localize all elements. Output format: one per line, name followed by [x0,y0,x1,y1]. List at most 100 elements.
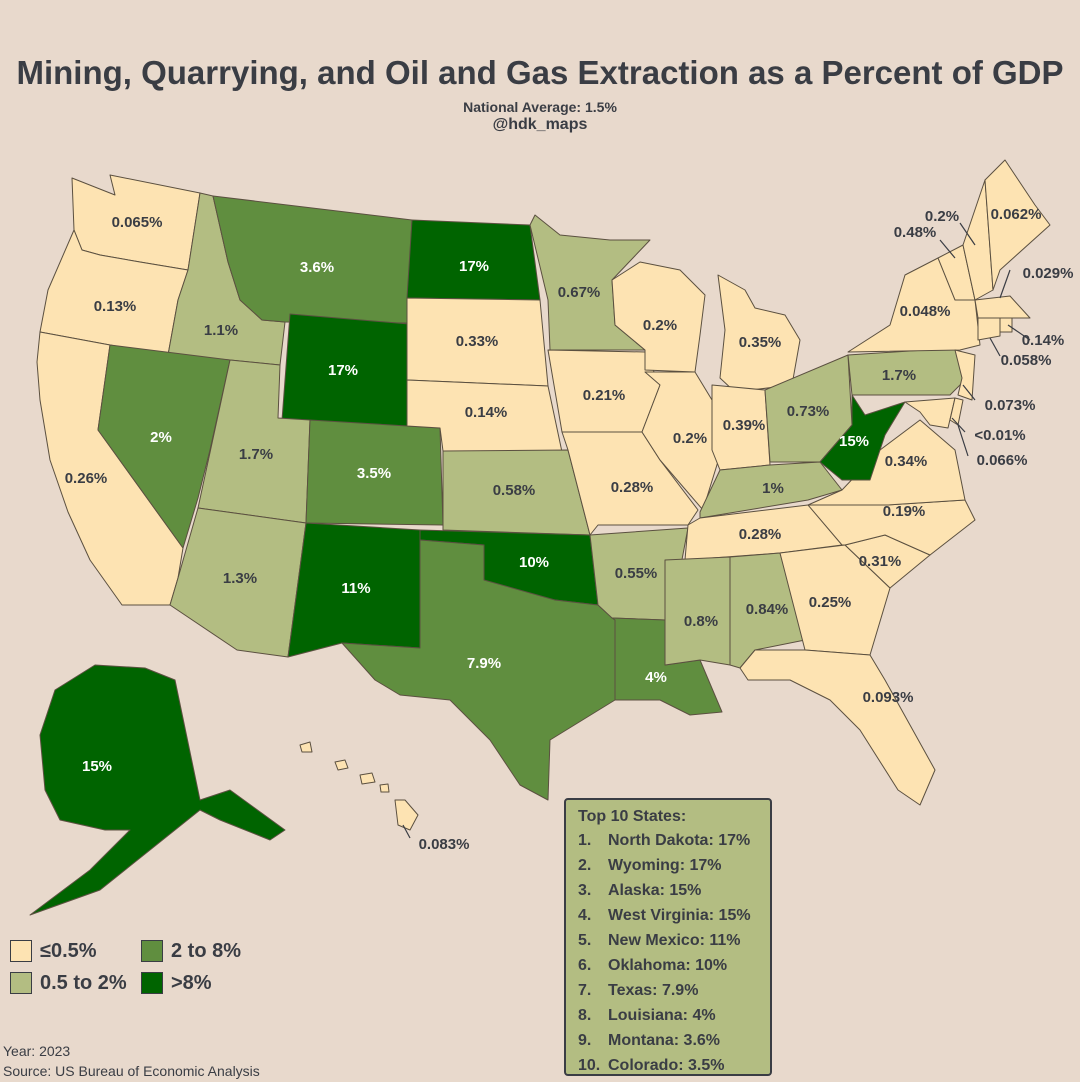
legend-swatch-mid-high [141,940,163,962]
footer-year: Year: 2023 [3,1043,71,1059]
top-10-rank: 5. [578,932,592,949]
state-label-vermont: 0.48% [894,224,937,241]
state-label-iowa: 0.21% [583,387,626,404]
top-10-rank: 6. [578,957,592,974]
hawaii-island [379,783,390,793]
top-10-item: 3. Alaska: 15% [578,882,751,907]
label-leader-line [402,824,411,839]
state-label-nevada: 2% [150,429,172,446]
state-label-colorado: 3.5% [357,465,391,482]
top-10-text: Wyoming: 17% [608,857,722,874]
state-label-north-dakota: 17% [459,258,489,275]
state-label-nebraska: 0.14% [465,404,508,421]
state-hawaii [394,799,419,831]
state-label-virginia: 0.34% [885,453,928,470]
top-10-text: Oklahoma: 10% [608,957,728,974]
hawaii-island [359,772,376,785]
state-label-new-york: 0.048% [900,303,951,320]
state-label-idaho: 1.1% [204,322,238,339]
label-leader-line [939,239,956,259]
state-label-montana: 3.6% [300,259,334,276]
label-leader-line [957,424,969,457]
state-label-south-carolina: 0.31% [859,553,902,570]
state-rhode-island [999,317,1013,333]
state-michigan [717,274,801,393]
top-10-panel: Top 10 States: 1. North Dakota: 17% 2. Wyo… [564,798,772,1076]
legend-swatch-high [141,972,163,994]
top-10-item: 4. West Virginia: 15% [578,907,751,932]
top-10-item: 6. Oklahoma: 10% [578,957,751,982]
state-wisconsin [611,261,706,373]
top-10-list: 1. North Dakota: 17% 2. Wyoming: 17% 3. Ala… [578,832,751,1082]
state-label-wisconsin: 0.2% [643,317,677,334]
top-10-rank: 2. [578,857,592,874]
top-10-rank: 4. [578,907,592,924]
state-label-north-carolina: 0.19% [883,503,926,520]
state-label-illinois: 0.2% [673,430,707,447]
state-label-west-virginia: 15% [839,433,869,450]
state-label-kentucky: 1% [762,480,784,497]
state-massachusetts [974,295,1031,319]
state-label-kansas: 0.58% [493,482,536,499]
top-10-rank: 10. [578,1057,601,1074]
state-label-wyoming: 17% [328,362,358,379]
state-label-new-jersey: 0.073% [985,397,1036,414]
top-10-text: New Mexico: 11% [608,932,741,949]
top-10-text: West Virginia: 15% [608,907,751,924]
state-label-michigan: 0.35% [739,334,782,351]
state-label-minnesota: 0.67% [558,284,601,301]
legend-swatch-low [10,940,32,962]
hawaii-island [299,741,313,753]
state-label-washington: 0.065% [112,214,163,231]
legend: ≤0.5% 2 to 8% 0.5 to 2% >8% [10,940,260,1000]
legend-label-high: >8% [171,972,212,994]
state-label-indiana: 0.39% [723,417,766,434]
top-10-rank: 7. [578,982,592,999]
state-kentucky [699,461,843,519]
state-label-alaska: 15% [82,758,112,775]
state-label-tennessee: 0.28% [739,526,782,543]
top-10-item: 9. Montana: 3.6% [578,1032,751,1057]
label-leader-line [1007,324,1031,341]
state-new-jersey [954,349,976,401]
state-label-california: 0.26% [65,470,108,487]
top-10-text: Texas: 7.9% [608,982,699,999]
top-10-text: Colorado: 3.5% [608,1057,725,1074]
state-virginia [807,419,966,506]
state-georgia [779,544,891,656]
legend-label-mid-high: 2 to 8% [171,940,242,962]
state-label-louisiana: 4% [645,669,667,686]
legend-label-low: ≤0.5% [40,940,97,962]
top-10-rank: 9. [578,1032,592,1049]
state-label-rhode-island: 0.14% [1022,332,1065,349]
top-10-rank: 8. [578,1007,592,1024]
top-10-rank: 3. [578,882,592,899]
state-label-massachusetts: 0.029% [1023,265,1074,282]
state-label-hawaii: 0.083% [419,836,470,853]
top-10-rank: 1. [578,832,592,849]
state-label-arizona: 1.3% [223,570,257,587]
state-label-new-mexico: 11% [341,580,370,597]
state-label-delaware: 0.066% [977,452,1028,469]
state-mississippi [664,556,731,666]
state-label-florida: 0.093% [863,689,914,706]
label-leader-line [962,384,976,401]
top-10-item: 8. Louisiana: 4% [578,1007,751,1032]
state-connecticut [977,317,1001,341]
state-label-georgia: 0.25% [809,594,852,611]
state-label-oregon: 0.13% [94,298,137,315]
map-title: Mining, Quarrying, and Oil and Gas Extra… [16,54,1064,91]
state-label-connecticut: 0.058% [1001,352,1052,369]
state-maryland [904,397,956,429]
top-10-item: 5. New Mexico: 11% [578,932,751,957]
label-leader-line [989,337,1001,357]
state-label-utah: 1.7% [239,446,273,463]
state-label-texas: 7.9% [467,655,501,672]
footer-source: Source: US Bureau of Economic Analysis [3,1063,260,1079]
label-leader-line [959,222,976,246]
state-label-maine: 0.062% [991,206,1042,223]
state-label-missouri: 0.28% [611,479,654,496]
state-label-ohio: 0.73% [787,403,830,420]
top-10-text: Montana: 3.6% [608,1032,721,1049]
